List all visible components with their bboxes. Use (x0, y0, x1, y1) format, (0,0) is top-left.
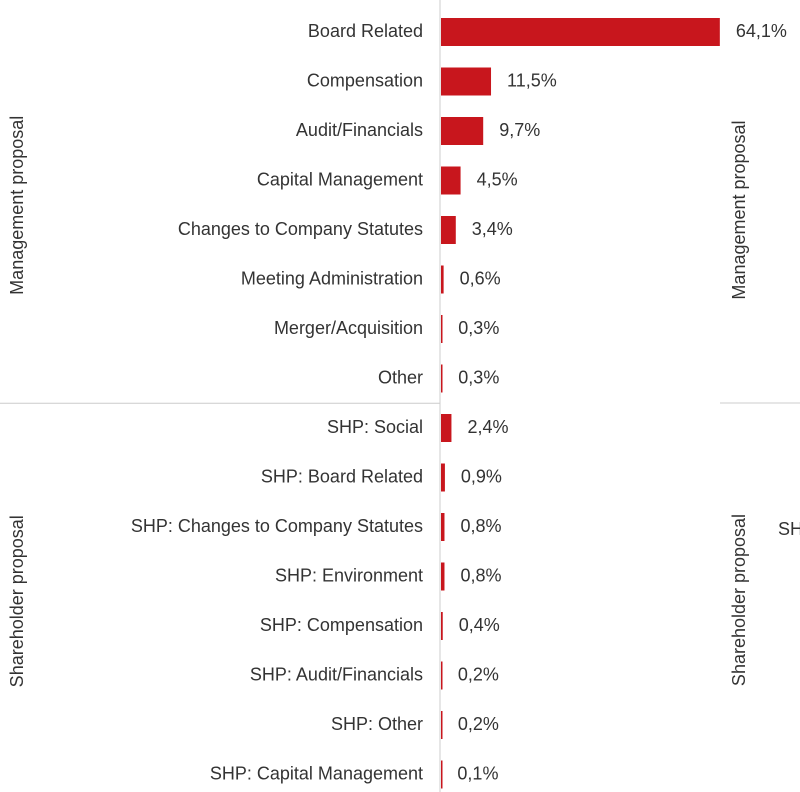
category-label: Compensation (307, 70, 423, 90)
value-label: 64,1% (736, 21, 787, 41)
category-label: Board Related (308, 21, 423, 41)
bar (441, 315, 443, 343)
bar (441, 612, 443, 640)
bar (441, 216, 456, 244)
value-label: 0,1% (457, 763, 498, 783)
category-label: SHP: Capital Management (210, 763, 423, 783)
bar (441, 661, 443, 690)
category-label: Meeting Administration (241, 268, 423, 288)
value-label: 0,3% (458, 367, 499, 387)
group-label: Management proposal (729, 120, 749, 299)
bar (441, 117, 484, 145)
bar (441, 562, 445, 591)
value-label: 9,7% (499, 120, 540, 140)
category-label: SHP: Compensation (260, 615, 423, 635)
category-label: Other (378, 367, 423, 387)
value-label: 11,5% (507, 70, 557, 90)
category-label: SHP: Changes to Company Statutes (131, 516, 423, 536)
bar (441, 166, 461, 195)
bar (441, 414, 452, 442)
value-label: 0,6% (460, 268, 501, 288)
value-label: 0,8% (460, 565, 501, 585)
category-label: Changes to Company Statutes (178, 219, 423, 239)
value-label: 0,2% (458, 664, 499, 684)
value-label: 3,4% (472, 219, 513, 239)
bar (441, 463, 445, 492)
category-label: Capital Management (257, 169, 423, 189)
bar (441, 364, 443, 393)
value-label: 0,8% (460, 516, 501, 536)
category-label: SHP: Other (331, 714, 423, 734)
bar (441, 265, 444, 294)
category-label: SHP: Social (327, 417, 423, 437)
bar (441, 760, 443, 789)
bar (441, 18, 720, 46)
category-label: SHP: Board Related (261, 466, 423, 486)
value-label: 2,4% (467, 417, 508, 437)
bar (441, 67, 492, 96)
value-label: 0,9% (461, 466, 502, 486)
bar (441, 711, 443, 739)
group-label: Management proposal (7, 116, 27, 295)
category-label: SH (778, 519, 800, 539)
group-label: Shareholder proposal (729, 514, 749, 686)
category-label: SHP: Environment (275, 565, 423, 585)
value-label: 0,3% (458, 318, 499, 338)
value-label: 4,5% (477, 169, 518, 189)
category-label: Audit/Financials (296, 120, 423, 140)
bar (441, 513, 445, 541)
category-label: Merger/Acquisition (274, 318, 423, 338)
category-label: SHP: Audit/Financials (250, 664, 423, 684)
value-label: 0,2% (458, 714, 499, 734)
value-label: 0,4% (459, 615, 500, 635)
group-label: Shareholder proposal (7, 515, 27, 687)
